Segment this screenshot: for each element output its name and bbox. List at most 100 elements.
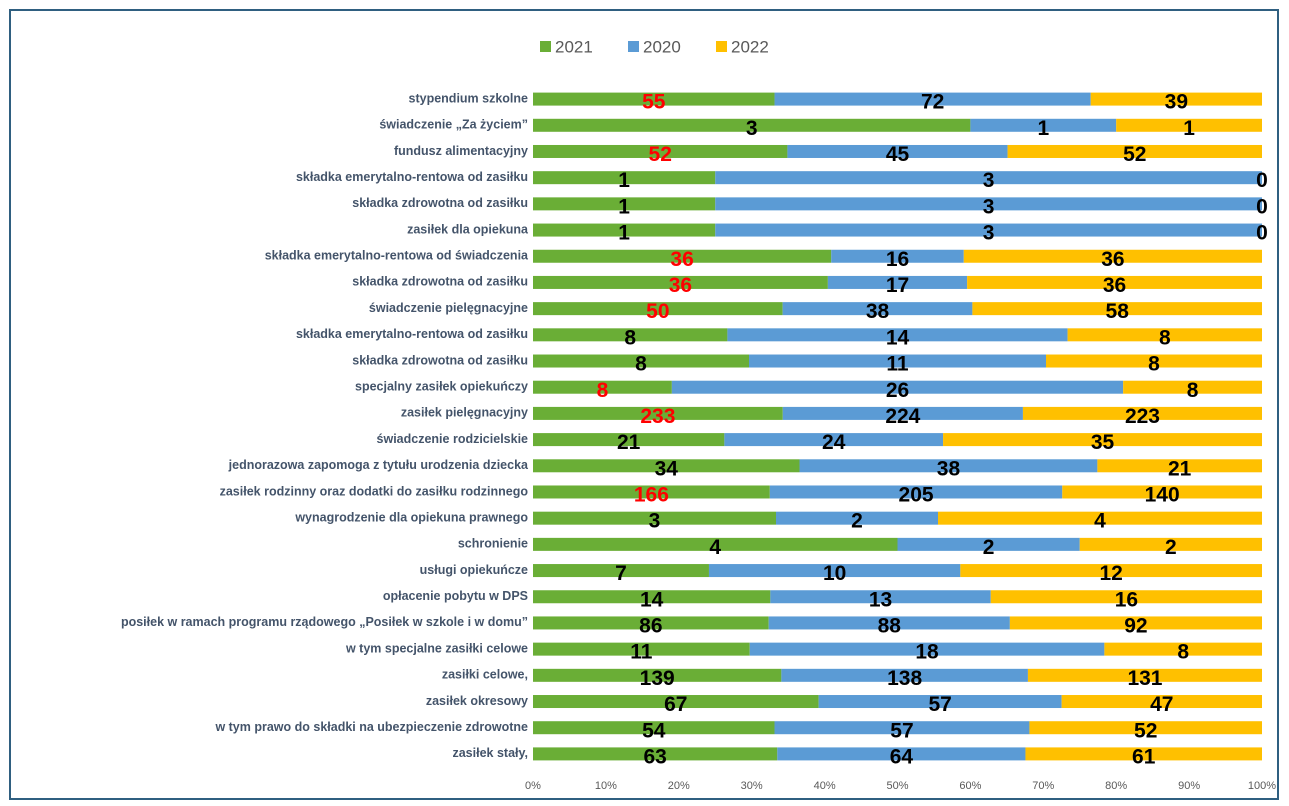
category-label: w tym specjalne zasiłki celowe [345,641,528,655]
data-label: 2 [851,510,863,533]
bar-segment [533,511,776,525]
bar-segment [533,668,782,682]
bar-segment [938,511,1262,525]
category-label: opłacenie pobytu w DPS [383,589,528,603]
bar-segment [970,118,1117,132]
category-label: składka emerytalno-rentowa od zasiłku [296,170,528,184]
category-label: schronienie [458,537,528,551]
x-tick-label: 0% [525,780,541,792]
bar-segment [774,92,1091,106]
data-label: 92 [1124,614,1147,637]
bar-segment [715,223,1262,237]
bar-segment [787,144,1008,158]
x-tick-label: 50% [886,780,908,792]
bar-segment [1123,380,1262,394]
data-label: 11 [630,641,653,664]
data-label: 39 [1165,91,1188,114]
data-label: 63 [643,745,666,768]
data-label: 223 [1125,405,1160,428]
bar-segment [533,433,725,447]
category-label: składka emerytalno-rentowa od świadczeni… [265,249,529,263]
data-label: 36 [1101,248,1124,271]
data-label: 8 [1148,353,1160,376]
bar-segment [533,485,770,499]
category-label: świadczenie rodzicielskie [377,432,529,446]
data-label: 3 [983,195,995,218]
bar-segment [972,302,1262,316]
bar-segment [1007,144,1262,158]
data-label: 57 [890,719,913,742]
chart-frame [9,9,1279,800]
data-label: 38 [866,300,890,323]
bar-segment [1009,616,1262,630]
data-label: 61 [1132,745,1156,768]
data-label: 58 [1106,300,1130,323]
bar-segment [727,328,1068,342]
bar-segment [533,747,778,761]
category-label: składka emerytalno-rentowa od zasiłku [296,327,528,341]
data-label: 3 [983,169,995,192]
data-label: 1 [618,222,630,245]
category-label: wynagrodzenie dla opiekuna prawnego [294,510,528,524]
data-label: 1 [1037,117,1049,140]
x-tick-label: 60% [959,780,981,792]
data-label: 18 [915,641,939,664]
category-label: zasiłek okresowy [426,694,528,708]
data-label: 36 [670,248,693,271]
category-label: świadczenie „Za życiem” [379,118,528,132]
bar-segment [533,302,783,316]
data-label: 138 [887,667,922,690]
bar-segment [1025,747,1262,761]
legend-swatch [716,41,727,52]
data-label: 8 [635,353,647,376]
data-label: 166 [634,484,669,507]
data-label: 224 [885,405,920,428]
bar-segment [1067,328,1262,342]
x-tick-label: 100% [1248,780,1276,792]
category-label: w tym prawo do składki na ubezpieczenie … [214,720,528,734]
data-label: 54 [642,719,666,742]
data-label: 16 [886,248,909,271]
bar-segment [533,144,788,158]
bar-segment [533,249,832,263]
bar-segment [533,118,971,132]
data-label: 36 [669,274,692,297]
data-label: 55 [642,91,666,114]
bar-segment [708,564,961,578]
bar-segment [671,380,1124,394]
data-label: 3 [746,117,758,140]
data-label: 0 [1256,169,1268,192]
bar-segment [533,695,819,709]
data-label: 14 [886,326,910,349]
bar-segment [1090,92,1262,106]
category-label: zasiłek pielęgnacyjny [401,406,528,420]
data-label: 7 [615,562,627,585]
bar-segment [818,695,1062,709]
data-label: 205 [899,484,934,507]
legend-label: 2020 [643,37,681,56]
x-tick-label: 40% [814,780,836,792]
data-label: 34 [655,457,679,480]
bar-segment [533,537,898,551]
data-label: 86 [639,614,662,637]
x-tick-label: 10% [595,780,617,792]
bar-segment [827,275,968,289]
data-label: 0 [1256,222,1268,245]
category-label: stypendium szkolne [409,91,529,105]
category-label: świadczenie pielęgnacyjne [369,301,528,315]
bar-segment [799,459,1098,473]
data-label: 1 [618,195,630,218]
bar-segment [960,564,1262,578]
data-label: 11 [886,353,909,376]
data-label: 8 [624,326,636,349]
data-label: 14 [640,588,664,611]
bar-segment [533,616,769,630]
category-label: usługi opiekuńcze [420,563,528,577]
bar-segment [1027,668,1262,682]
data-label: 8 [1177,641,1189,664]
data-label: 2 [1165,536,1177,559]
bar-segment [715,197,1262,211]
bar-segment [533,406,783,420]
data-label: 1 [1183,117,1195,140]
bar-segment [533,380,672,394]
